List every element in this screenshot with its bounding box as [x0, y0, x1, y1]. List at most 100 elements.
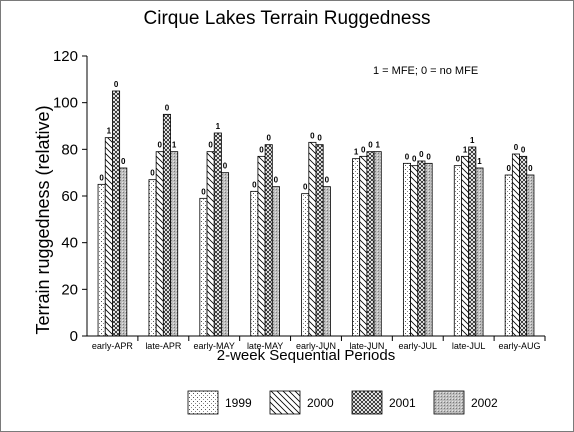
- bar-mfe-label: 0: [150, 169, 155, 178]
- bar-mfe-label: 0: [259, 145, 264, 154]
- bar-mfe-label: 1: [375, 141, 380, 150]
- axes: [86, 56, 545, 337]
- bar-2001-late-JUL: [468, 146, 477, 337]
- y-tick-label: 100: [53, 95, 78, 112]
- bar-1999-late-JUN: [352, 158, 361, 337]
- x-tick-label: late-APR: [145, 341, 182, 351]
- bar-1999-late-MAY: [250, 190, 259, 337]
- bar-mfe-label: 0: [325, 176, 330, 185]
- y-axis-title: Terrain ruggedness (relative): [33, 105, 53, 334]
- bar-mfe-label: 1: [172, 141, 177, 150]
- bar-mfe-label: 0: [456, 155, 461, 164]
- bar-2000-early-MAY: [206, 151, 215, 337]
- bar-mfe-label: 0: [514, 143, 519, 152]
- bar-1999-early-AUG: [504, 174, 513, 337]
- bar-mfe-label: 1: [216, 122, 221, 131]
- bar-2001-early-AUG: [519, 155, 528, 337]
- mfe-annotation: 1 = MFE; 0 = no MFE: [373, 65, 478, 77]
- bar-mfe-label: 1: [470, 136, 475, 145]
- x-axis-ticks: early-APR late-APR early-MAY late-MAY early-…: [92, 336, 546, 351]
- bar-mfe-label: 0: [158, 141, 163, 150]
- bar-mfe-label: 0: [426, 152, 431, 161]
- bar-mfe-label: 0: [201, 187, 206, 196]
- bar-2000-early-JUN: [308, 141, 317, 337]
- bar-1999-late-APR: [148, 179, 157, 337]
- bar-2000-late-JUN: [359, 155, 368, 337]
- bar-mfe-label: 0: [405, 152, 410, 161]
- y-tick-label: 60: [61, 188, 78, 205]
- bar-1999-early-JUL: [402, 162, 411, 337]
- bar-2002-late-MAY: [271, 186, 280, 337]
- chart-title: Cirque Lakes Terrain Ruggedness: [144, 8, 431, 29]
- y-tick-label: 20: [61, 281, 78, 298]
- legend-swatch-1999: [187, 390, 219, 415]
- bar-1999-early-JUN: [301, 193, 310, 337]
- x-tick-label: early-APR: [92, 341, 134, 351]
- bar-1999-late-JUL: [453, 165, 462, 337]
- bar-2002-late-APR: [170, 151, 179, 337]
- x-tick-label: late-MAY: [247, 341, 283, 351]
- bar-mfe-label: 0: [528, 164, 533, 173]
- x-tick-label: late-JUL: [452, 341, 486, 351]
- bar-2000-late-JUL: [461, 155, 470, 337]
- bar-2002-early-APR: [119, 167, 128, 337]
- legend-swatch-2000: [269, 390, 301, 415]
- legend-label-2001: 2001: [389, 396, 416, 410]
- x-tick-label: early-JUN: [296, 341, 336, 351]
- bar-2000-late-MAY: [257, 155, 266, 337]
- bar-2000-early-AUG: [511, 153, 520, 337]
- bar-mfe-label: 0: [361, 145, 366, 154]
- bar-2001-early-JUN: [315, 144, 324, 337]
- x-tick-label: early-MAY: [194, 341, 235, 351]
- legend-swatch-2001: [351, 390, 383, 415]
- legend-label-1999: 1999: [225, 396, 252, 410]
- bar-mfe-label: 0: [412, 155, 417, 164]
- bar-2000-early-APR: [104, 137, 113, 337]
- y-tick-label: 0: [70, 328, 78, 345]
- bar-mfe-label: 1: [463, 145, 468, 154]
- x-tick-label: late-JUN: [349, 341, 384, 351]
- bar-mfe-label: 0: [223, 162, 228, 171]
- legend: 1999 2000 2001 2002: [187, 390, 498, 415]
- bar-mfe-label: 0: [368, 141, 373, 150]
- bar-mfe-label: 0: [121, 157, 126, 166]
- legend-label-2002: 2002: [471, 396, 498, 410]
- bar-2002-early-AUG: [526, 174, 535, 337]
- legend-swatch-2002: [433, 390, 465, 415]
- bar-2001-late-JUN: [366, 151, 375, 337]
- bar-1999-early-MAY: [199, 197, 208, 337]
- bar-2002-late-JUL: [475, 167, 484, 337]
- x-axis-title: 2-week Sequential Periods: [217, 347, 395, 364]
- bar-mfe-label: 0: [507, 164, 512, 173]
- bar-mfe-label: 1: [107, 127, 112, 136]
- y-axis-ticks: 0 20 40 60 80 100 120: [53, 48, 87, 345]
- bar-2002-early-JUL: [424, 162, 433, 337]
- y-tick-label: 120: [53, 48, 78, 65]
- bar-mfe-label: 0: [208, 141, 213, 150]
- x-tick-label: early-AUG: [499, 341, 541, 351]
- bar-2001-late-MAY: [264, 144, 273, 337]
- legend-label-2000: 2000: [307, 396, 334, 410]
- bar-2002-early-JUN: [322, 186, 331, 337]
- bar-mfe-label: 0: [521, 145, 526, 154]
- bar-mfe-label: 0: [165, 103, 170, 112]
- bar-mfe-label: 0: [266, 134, 271, 143]
- bar-mfe-label: 0: [252, 180, 257, 189]
- bar-2001-late-APR: [162, 113, 171, 337]
- bar-2001-early-JUL: [417, 160, 426, 337]
- bar-1999-early-APR: [97, 183, 106, 337]
- bar-mfe-label: 0: [303, 183, 308, 192]
- y-tick-label: 80: [61, 141, 78, 158]
- x-tick-label: early-JUL: [399, 341, 438, 351]
- bar-mfe-label: 0: [114, 80, 119, 89]
- y-tick-label: 40: [61, 235, 78, 252]
- bar-2000-early-JUL: [410, 165, 419, 337]
- bar-mfe-label: 1: [477, 157, 482, 166]
- bar-2002-late-JUN: [373, 151, 382, 337]
- bar-mfe-label: 1: [354, 148, 359, 157]
- bar-mfe-label: 0: [99, 173, 104, 182]
- bar-2001-early-MAY: [213, 132, 222, 337]
- bar-mfe-label: 0: [310, 131, 315, 140]
- bar-2000-late-APR: [155, 151, 164, 337]
